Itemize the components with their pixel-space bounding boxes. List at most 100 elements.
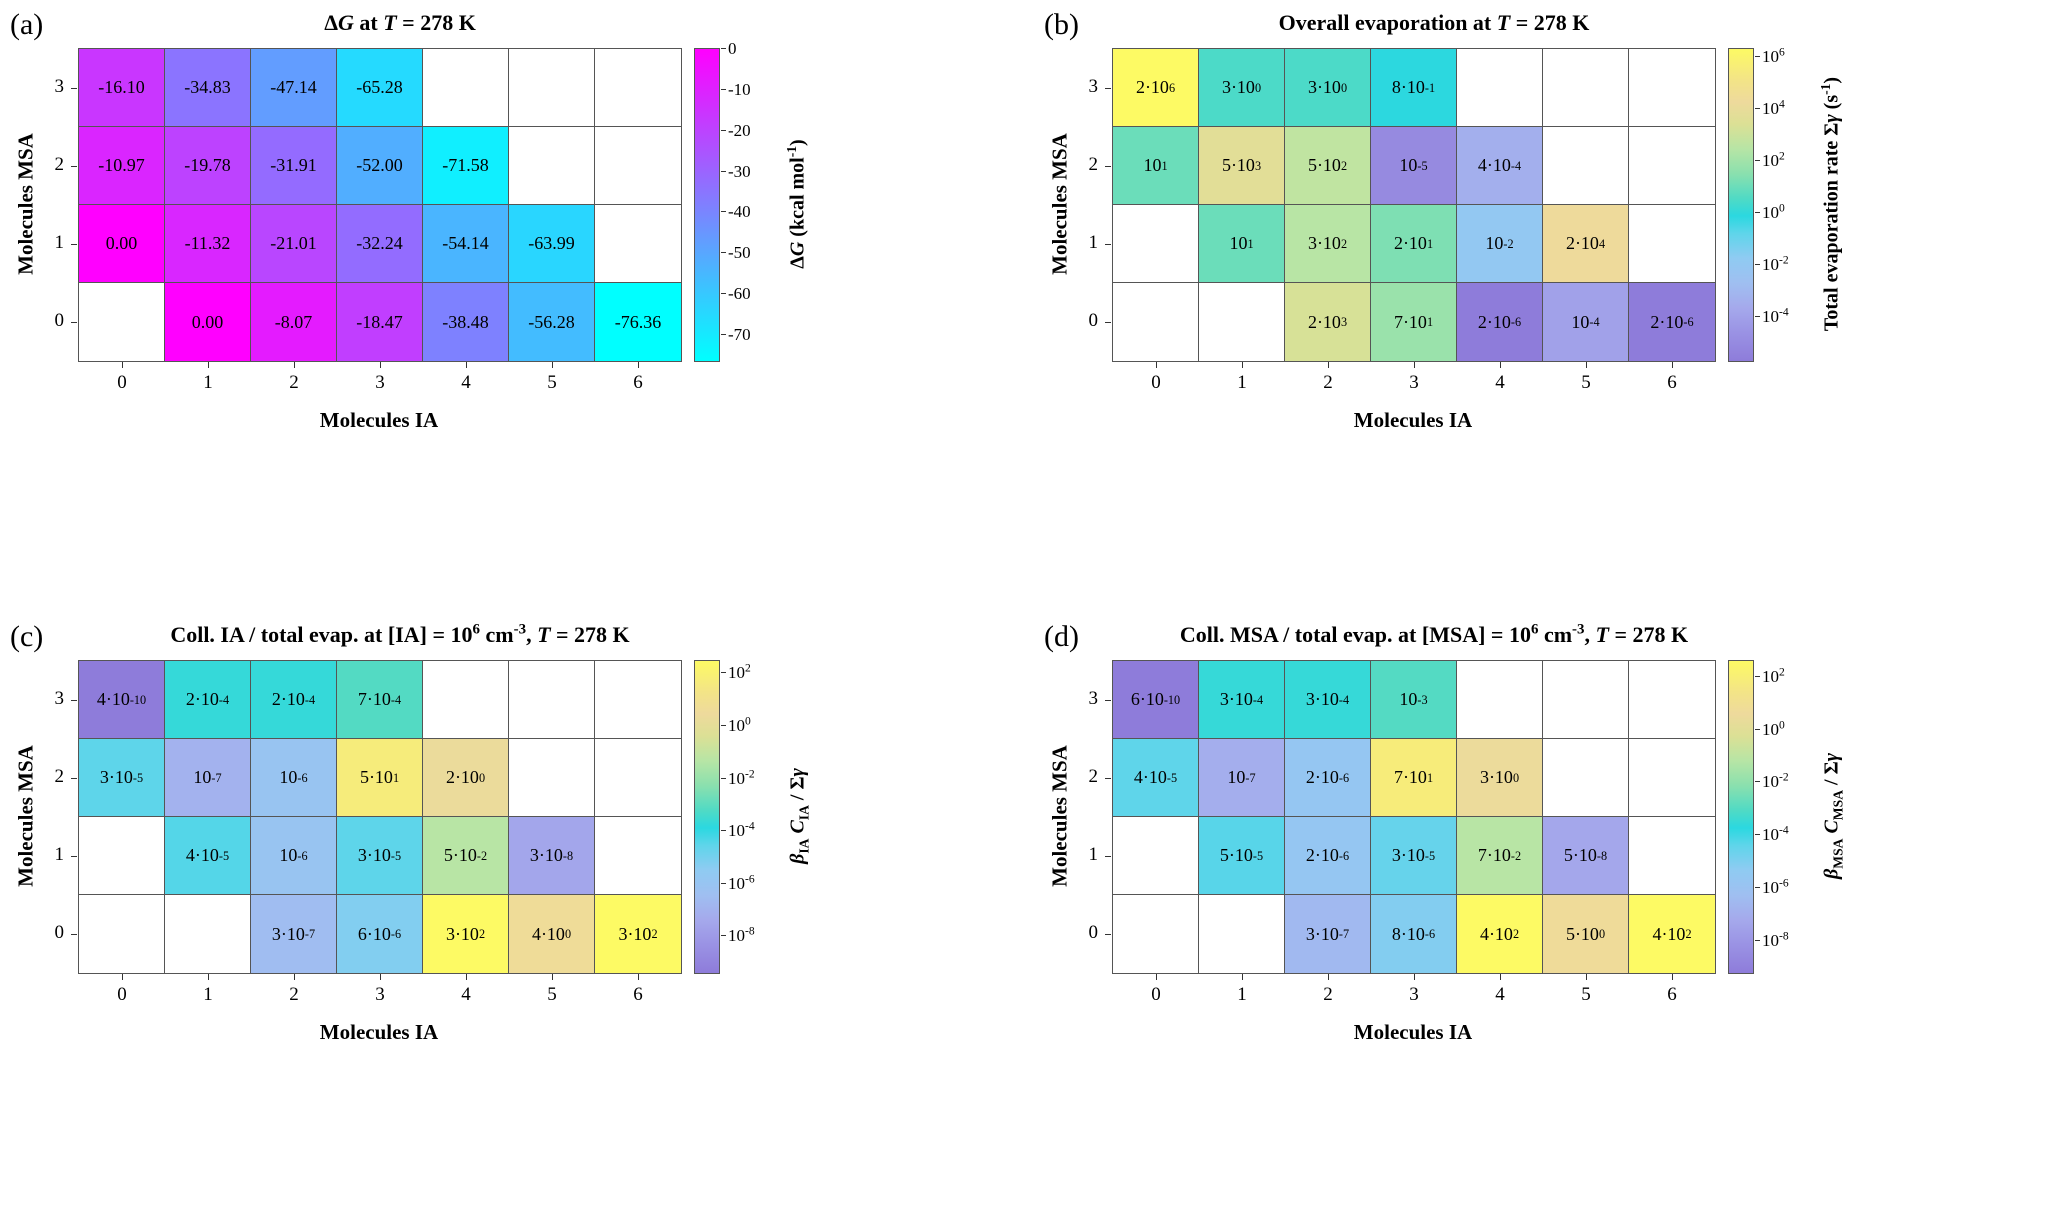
heatmap-cell-empty [1543,739,1629,817]
colorbar-tick-label: 106 [1762,45,1785,66]
y-tick-label: 3 [54,76,65,97]
y-tick-mark [71,322,77,323]
colorbar-label: ΔG (kcal mol-1) [783,139,809,269]
colorbar-tick-mark [1755,159,1760,161]
heatmap-cell: 4·10 -4 [1457,127,1543,205]
y-tick-label: 0 [1088,922,1099,943]
heatmap-cell-empty [423,661,509,739]
colorbar-tick-label: -30 [728,161,751,181]
colorbar-tick-label: 10-4 [728,819,755,841]
y-tick-mark [71,856,77,857]
x-tick-label: 5 [1581,372,1591,393]
heatmap-cell: 2·10 1 [1371,205,1457,283]
x-tick-mark [122,974,123,980]
x-tick-mark [1500,974,1501,980]
heatmap-cell: 2·10 -4 [165,661,251,739]
panel-title: ΔG at T = 278 K [324,10,476,35]
heatmap-cell-empty [1199,895,1285,973]
x-axis-label: Molecules IA [319,408,439,432]
heatmap-cell: 8·10 -1 [1371,49,1457,127]
panel-d: (d) Coll. MSA / total evap. at [MSA] = 1… [1034,612,2067,1224]
y-tick-label: 2 [54,766,65,787]
x-tick-mark [294,362,295,368]
x-tick-label: 5 [1581,984,1591,1005]
heatmap-cell-empty [1543,127,1629,205]
x-tick-mark [1586,362,1587,368]
colorbar-tick-label: -60 [728,284,751,304]
heatmap-cell: 3·10 2 [595,895,681,973]
heatmap-cell: 0.00 [165,283,251,361]
x-tick-label: 3 [375,372,385,393]
heatmap-cell: 4·10 2 [1457,895,1543,973]
heatmap-cell-empty [595,661,681,739]
heatmap-cell-empty [165,895,251,973]
heatmap-cell-empty [1199,283,1285,361]
heatmap-grid: 6·10 -10 3·10 -4 3·10 -4 10 -3 4·10 -5 10 -7 2·10 -6 7… [1112,660,1716,974]
colorbar-tick-label: 102 [728,661,751,683]
colorbar-tick-label: 102 [1762,665,1785,686]
x-tick-mark [1414,362,1415,368]
x-tick-mark [466,362,467,368]
colorbar-tick-mark [1755,55,1760,57]
colorbar-tick-label: -70 [728,325,751,345]
colorbar-tick-label: 10-4 [1762,305,1789,326]
heatmap-cell: 3·10 0 [1457,739,1543,817]
heatmap-cell: 2·10 -4 [251,661,337,739]
panel-c: (c) Coll. IA / total evap. at [IA] = 106… [0,612,1033,1224]
heatmap-cell: 5·10 -2 [423,817,509,895]
heatmap-cell-empty [1629,205,1715,283]
x-tick-label: 4 [1495,372,1505,393]
heatmap-cell: 5·10 0 [1543,895,1629,973]
x-tick-label: 0 [117,984,127,1005]
heatmap-cell-empty [595,205,681,283]
colorbar-tick-mark [1755,834,1760,836]
heatmap-cell-empty [1629,49,1715,127]
x-tick-label: 4 [461,372,471,393]
heatmap-cell: 10 -7 [165,739,251,817]
x-tick-label: 2 [1323,372,1333,393]
x-axis-label: Molecules IA [1353,408,1473,432]
heatmap-cell-empty [595,49,681,127]
x-tick-mark [1156,362,1157,368]
heatmap-cell: 3·10 2 [1285,205,1371,283]
x-tick-mark [380,362,381,368]
x-tick-mark [466,974,467,980]
heatmap-cell: -21.01 [251,205,337,283]
colorbar-tick-label: 10-8 [1762,929,1789,950]
x-tick-mark [122,362,123,368]
heatmap-cell: 4·10 -10 [79,661,165,739]
x-tick-mark [638,974,639,980]
heatmap-cell: 3·10 -7 [1285,895,1371,973]
y-tick-mark [1105,166,1111,167]
x-tick-mark [1242,362,1243,368]
heatmap-cell: 3·10 2 [423,895,509,973]
heatmap-cell: 10 -5 [1371,127,1457,205]
colorbar-tick-mark [1755,211,1760,213]
colorbar-tick-label: -20 [728,120,751,140]
colorbar-tick-mark [721,725,726,727]
heatmap-cell-empty [1629,127,1715,205]
heatmap-cell-empty [595,127,681,205]
colorbar-tick-label: 10-6 [728,872,755,893]
x-tick-mark [1414,974,1415,980]
heatmap-cell: 10 -4 [1543,283,1629,361]
x-tick-mark [294,974,295,980]
heatmap-cell-empty [509,49,595,127]
colorbar-tick-label: -40 [728,202,751,222]
colorbar-tick-label: 102 [1762,149,1785,170]
heatmap-cell: 5·10 -8 [1543,817,1629,895]
heatmap-cell: 10 -2 [1457,205,1543,283]
colorbar-tick-mark [1755,107,1760,109]
heatmap-cell-empty [595,739,681,817]
y-tick-label: 3 [54,688,65,709]
heatmap-cell: -65.28 [337,49,423,127]
colorbar-tick-label: 10-2 [1762,253,1789,274]
x-tick-label: 6 [633,984,643,1005]
x-tick-mark [1672,362,1673,368]
colorbar-tick-label: -50 [728,243,751,263]
panel-a: (a) ΔG at T = 278 K Molecules MSA Molecule… [0,0,1033,612]
colorbar [694,48,720,362]
colorbar-tick-mark [721,293,726,295]
colorbar-tick-mark [721,48,726,49]
heatmap-cell: 2·10 -6 [1285,739,1371,817]
